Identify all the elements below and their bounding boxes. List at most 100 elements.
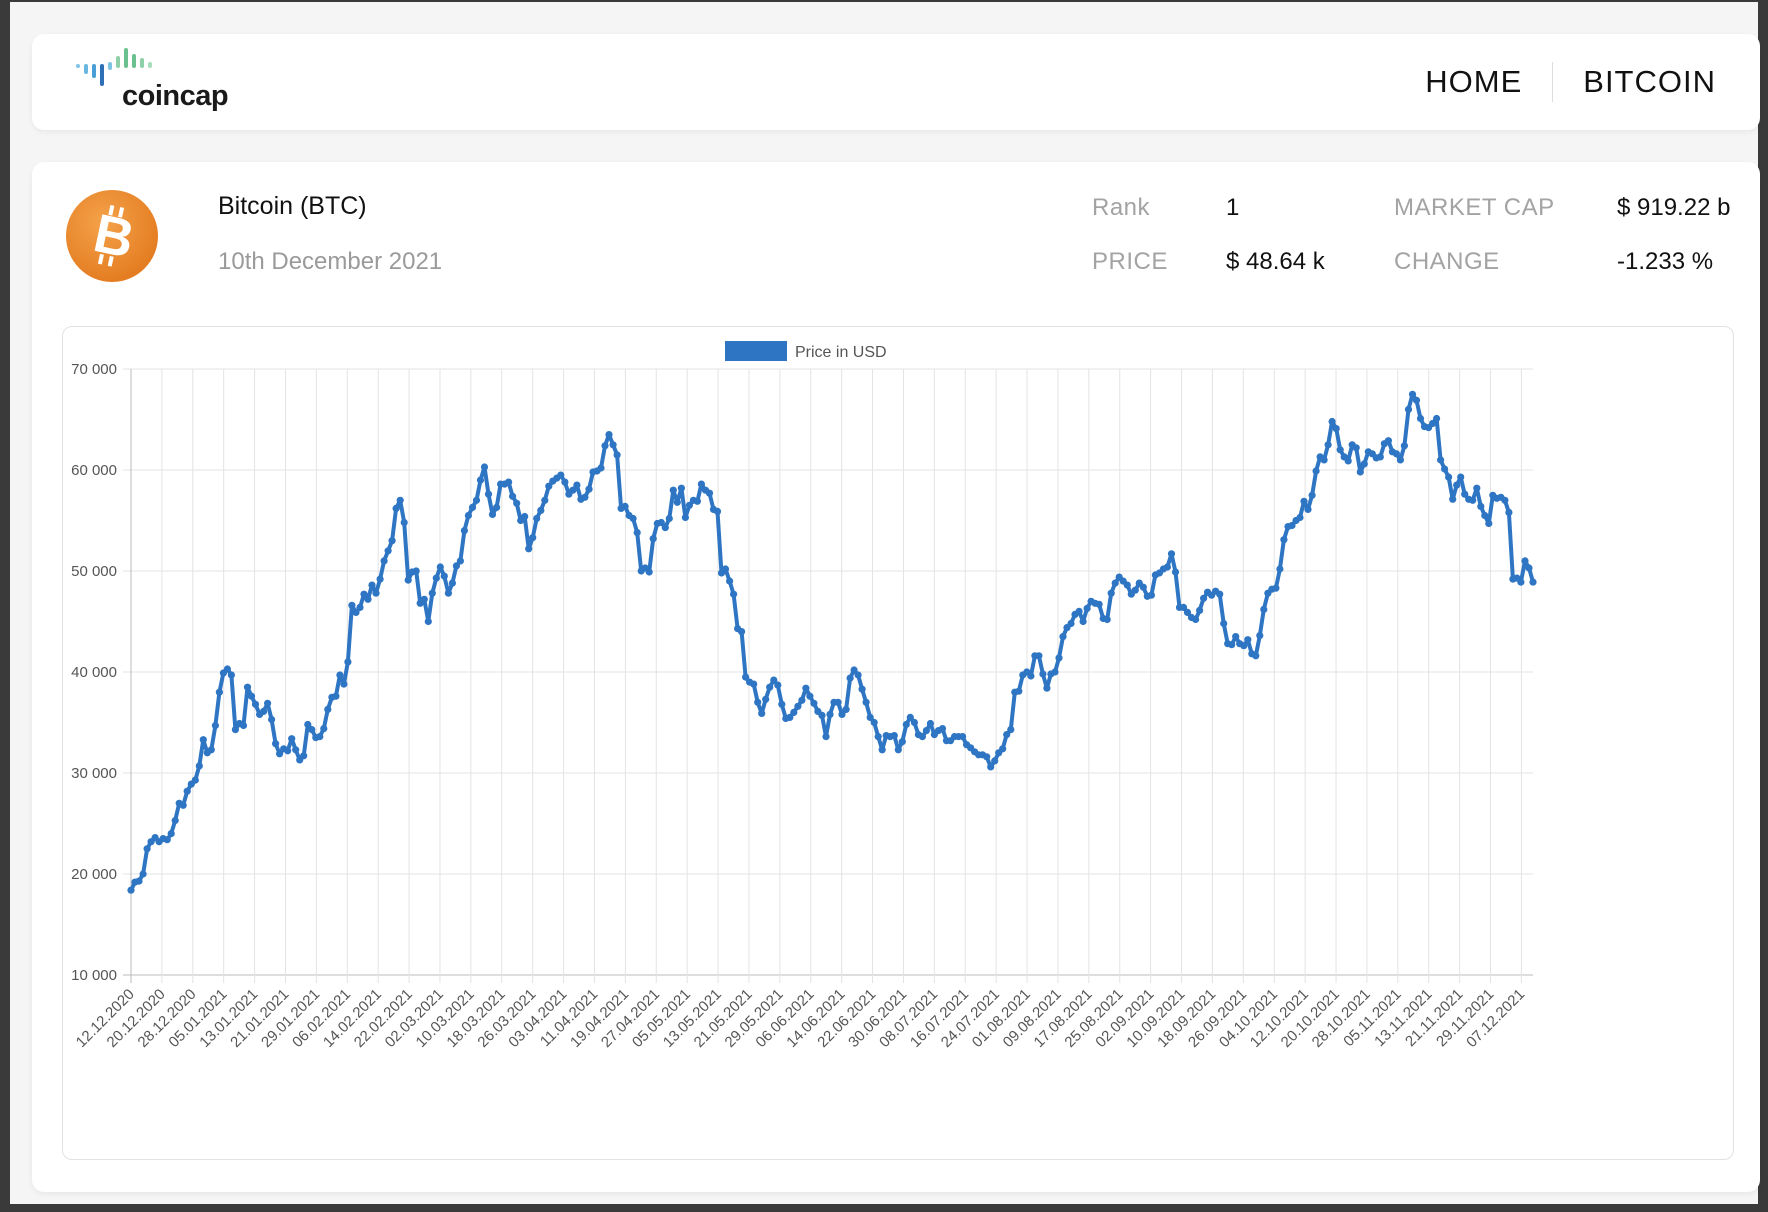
price-point bbox=[721, 565, 730, 573]
price-point bbox=[1055, 654, 1063, 662]
price-point bbox=[1147, 591, 1155, 599]
price-point bbox=[1485, 519, 1493, 528]
price-point bbox=[533, 514, 541, 523]
price-point bbox=[1095, 600, 1103, 608]
price-point bbox=[1107, 589, 1115, 597]
price-point bbox=[456, 557, 464, 565]
price-point bbox=[878, 746, 886, 754]
nav-home-link[interactable]: HOME bbox=[1425, 64, 1523, 99]
price-point bbox=[1280, 536, 1288, 544]
price-point bbox=[191, 776, 199, 784]
price-point bbox=[1256, 632, 1264, 640]
price-point bbox=[1445, 473, 1453, 481]
price-point bbox=[870, 718, 878, 727]
price-point bbox=[605, 431, 613, 439]
price-point bbox=[645, 568, 653, 576]
price-point bbox=[1171, 568, 1180, 576]
price-point bbox=[1232, 633, 1240, 641]
nav-bitcoin-link[interactable]: BITCOIN bbox=[1583, 64, 1716, 99]
price-point bbox=[918, 733, 927, 741]
price-point bbox=[1075, 607, 1083, 615]
price-point bbox=[513, 499, 521, 507]
price-point bbox=[1067, 619, 1075, 628]
price-point bbox=[239, 721, 248, 730]
price-point bbox=[874, 733, 882, 741]
price-point bbox=[1179, 603, 1188, 611]
price-point bbox=[537, 506, 545, 514]
price-point bbox=[183, 787, 191, 795]
price-point bbox=[352, 608, 360, 616]
price-point bbox=[713, 507, 722, 515]
price-point bbox=[139, 870, 147, 878]
price-point bbox=[372, 589, 380, 597]
price-point bbox=[987, 763, 995, 771]
price-point bbox=[585, 485, 593, 493]
price-point bbox=[412, 567, 420, 575]
price-point bbox=[1304, 505, 1312, 513]
price-point bbox=[384, 547, 392, 555]
rank-label: Rank bbox=[1092, 194, 1151, 221]
price-line-chart[interactable]: 10 000 20 000 30 000 40 000 50 000 60 000 70 0… bbox=[63, 327, 1733, 1159]
price-point bbox=[1408, 390, 1417, 398]
price-point bbox=[336, 671, 344, 679]
price-point bbox=[794, 702, 802, 710]
price-point bbox=[308, 726, 316, 734]
price-point bbox=[364, 595, 372, 603]
price-point bbox=[1433, 414, 1441, 423]
price-point bbox=[1240, 642, 1248, 650]
rank-value: 1 bbox=[1226, 194, 1240, 221]
price-point bbox=[790, 708, 798, 716]
price-point bbox=[268, 715, 276, 724]
price-point bbox=[332, 692, 340, 700]
price-point bbox=[1336, 446, 1344, 454]
coin-detail-card: B Bitcoin (BTC) 10th December 2021 Rank … bbox=[32, 162, 1760, 1192]
legend-swatch bbox=[725, 341, 787, 361]
price-point bbox=[754, 698, 762, 706]
price-point bbox=[264, 699, 272, 707]
price-point bbox=[493, 503, 501, 511]
coincap-logo[interactable]: coincap bbox=[76, 48, 276, 118]
price-point bbox=[380, 557, 388, 565]
price-point bbox=[529, 534, 537, 542]
price-point bbox=[1352, 444, 1360, 452]
price-point bbox=[231, 726, 239, 734]
price-point bbox=[681, 513, 690, 522]
price-point bbox=[1288, 521, 1296, 530]
price-point bbox=[1481, 511, 1489, 520]
price-point bbox=[1123, 581, 1131, 589]
price-point bbox=[1183, 608, 1192, 616]
price-point bbox=[404, 576, 412, 584]
price-point bbox=[649, 535, 657, 543]
price-point bbox=[1324, 441, 1332, 449]
price-point bbox=[1525, 564, 1533, 572]
price-point bbox=[1276, 565, 1284, 573]
price-point bbox=[569, 486, 577, 494]
price-point bbox=[1139, 583, 1147, 591]
price-point bbox=[199, 736, 207, 744]
price-point bbox=[573, 481, 581, 489]
change-value: -1.233 % bbox=[1617, 248, 1714, 275]
price-point bbox=[1216, 590, 1224, 598]
price-point bbox=[1163, 563, 1171, 571]
price-point bbox=[673, 498, 681, 506]
price-point bbox=[284, 747, 292, 755]
price-value: $ 48.64 k bbox=[1226, 248, 1325, 275]
price-point bbox=[597, 464, 605, 472]
coincap-bars-icon bbox=[76, 48, 152, 86]
price-point bbox=[163, 836, 171, 844]
price-point bbox=[304, 720, 312, 729]
price-point bbox=[991, 757, 999, 765]
price-point bbox=[1453, 481, 1461, 489]
price-point bbox=[1015, 687, 1023, 695]
price-point bbox=[806, 692, 814, 700]
price-point bbox=[251, 700, 260, 708]
price-point bbox=[1521, 557, 1529, 565]
price-series-line bbox=[129, 392, 1535, 892]
price-point bbox=[1396, 456, 1404, 464]
y-tick-label: 70 000 bbox=[71, 361, 117, 378]
price-point bbox=[750, 680, 758, 688]
price-point bbox=[428, 589, 436, 597]
main-nav: HOME BITCOIN bbox=[1395, 34, 1716, 130]
price-point bbox=[1296, 513, 1304, 522]
y-tick-label: 60 000 bbox=[71, 462, 117, 479]
